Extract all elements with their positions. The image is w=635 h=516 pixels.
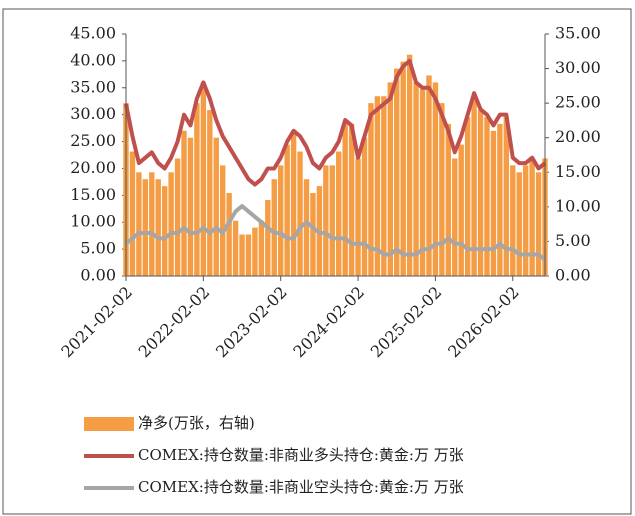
bar [458, 144, 464, 276]
bar [445, 123, 452, 276]
bar [368, 103, 374, 277]
bar [219, 165, 226, 276]
bar [129, 151, 136, 276]
y-tick-label: 20.00 [70, 158, 116, 177]
legend-label: COMEX:持仓数量:非商业空头持仓:黄金:万 万张 [138, 478, 464, 496]
bar [303, 179, 310, 276]
x-tick-label: 2024-02-02 [289, 283, 368, 362]
y2-tick-label: 10.00 [555, 196, 601, 215]
y2-tick-label: 25.00 [555, 93, 601, 112]
x-tick-label: 2023-02-02 [212, 283, 291, 362]
bar [432, 82, 439, 277]
bar [529, 158, 535, 276]
bar [194, 103, 200, 277]
y2-tick-label: 5.00 [555, 231, 591, 250]
bar [387, 82, 393, 277]
bar [329, 165, 335, 276]
bar [232, 220, 239, 276]
y-tick-label: 0.00 [80, 266, 116, 285]
bar [426, 75, 432, 276]
x-tick-label: 2025-02-02 [367, 283, 446, 362]
bar [394, 68, 400, 276]
bar [161, 186, 168, 276]
bar [200, 82, 207, 277]
frame [2, 8, 632, 515]
y-tick-label: 45.00 [70, 24, 116, 43]
x-tick-label: 2022-02-02 [135, 283, 214, 362]
bar [297, 151, 303, 276]
y-tick-label: 35.00 [70, 77, 116, 96]
bar [406, 54, 413, 276]
bar [516, 172, 522, 276]
bar [136, 172, 142, 276]
bar [342, 123, 348, 276]
bar [419, 89, 426, 276]
bar [348, 123, 355, 276]
bar [355, 158, 361, 276]
bar [207, 110, 213, 276]
y-tick-label: 5.00 [80, 239, 116, 258]
legend-swatch [84, 417, 134, 431]
x-tick-label: 2026-02-02 [444, 283, 523, 362]
bar [174, 158, 181, 276]
bar [258, 220, 265, 276]
bar [226, 193, 232, 276]
y2-tick-label: 20.00 [555, 127, 601, 146]
bar [310, 193, 316, 276]
legend-label: COMEX:持仓数量:非商业多头持仓:黄金:万 万张 [138, 446, 464, 464]
bar [439, 103, 445, 277]
bar [271, 179, 277, 276]
bar [400, 61, 406, 277]
y-tick-label: 10.00 [70, 212, 116, 231]
bar [503, 116, 510, 276]
y2-tick-label: 0.00 [555, 266, 591, 285]
bar [142, 179, 149, 276]
bar [187, 137, 194, 276]
bar [413, 82, 419, 277]
bar [452, 158, 458, 276]
bar [265, 199, 271, 276]
bar [484, 116, 490, 276]
bar [278, 165, 284, 276]
bar [213, 137, 219, 276]
bar [290, 130, 297, 276]
bar [181, 130, 187, 276]
legend-label: 净多(万张，右轴) [138, 414, 255, 432]
y-tick-label: 25.00 [70, 131, 116, 150]
bar [336, 151, 342, 276]
bar [490, 130, 497, 276]
bar [381, 96, 387, 276]
y-tick-label: 15.00 [70, 185, 116, 204]
line [124, 58, 547, 187]
bar [374, 96, 381, 276]
bar [323, 165, 329, 276]
bar [284, 144, 290, 276]
x-tick-label: 2021-02-02 [57, 283, 136, 362]
bar [535, 172, 542, 276]
y-tick-label: 40.00 [70, 50, 116, 69]
bar [522, 165, 529, 276]
bar [477, 110, 484, 276]
y2-tick-label: 30.00 [555, 58, 601, 77]
bar [239, 234, 245, 276]
bar [155, 179, 161, 276]
bar [168, 172, 174, 276]
bar [361, 137, 368, 276]
y2-tick-label: 35.00 [555, 24, 601, 43]
bar [464, 116, 471, 276]
y-tick-label: 30.00 [70, 104, 116, 123]
bar [149, 172, 155, 276]
bar [245, 234, 252, 276]
bar [471, 96, 477, 276]
line [124, 204, 547, 262]
bar [252, 227, 258, 276]
bar [510, 165, 516, 276]
y2-tick-label: 15.00 [555, 162, 601, 181]
bar [497, 123, 503, 276]
